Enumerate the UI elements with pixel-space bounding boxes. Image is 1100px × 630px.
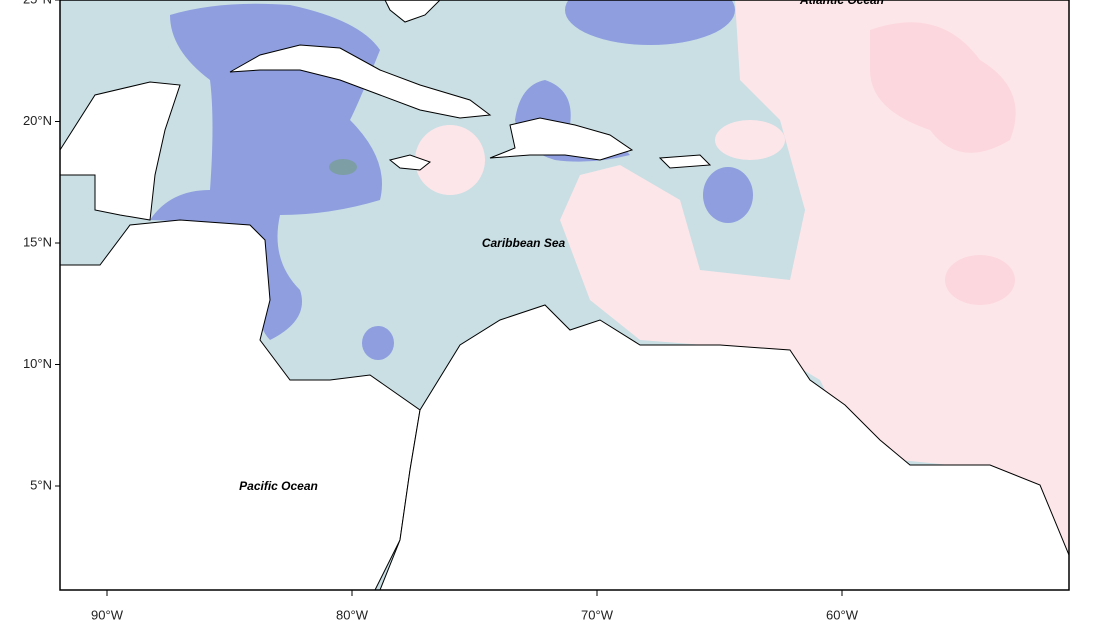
anomaly-negative [565,0,735,45]
map-frame [59,0,1070,591]
land-central-america [60,219,421,590]
land-jamaica [388,154,432,171]
lon-tick-label: 70°W [581,607,614,622]
anomaly-negative [150,3,382,340]
land-hispaniola [489,117,634,161]
anomaly-positive-strong [945,255,1015,305]
land-puerto-rico [658,154,712,169]
anomaly-positive-strong [870,22,1016,153]
lat-tick-label: 5°N [30,477,52,492]
land-florida [384,0,441,23]
anomaly-positive [715,120,785,160]
ocean-label: Pacific Ocean [239,479,318,493]
anomaly-negative [362,326,394,360]
ocean-label: Caribbean Sea [482,236,566,250]
land-yucatan [60,81,181,221]
map-field [60,0,1069,590]
anomaly-patch [329,159,357,175]
lat-tick-label: 20°N [23,113,52,128]
lon-tick-label: 80°W [336,607,369,622]
lon-tick-label: 60°W [826,607,859,622]
ocean-label: Atlantic Ocean [799,0,884,7]
land-south-america [379,304,1069,590]
anomaly-positive [415,125,485,195]
land-cuba [229,44,492,119]
lat-tick-label: 10°N [23,356,52,371]
lon-tick-label: 90°W [91,607,124,622]
anomaly-negative [703,167,753,223]
lat-tick-label: 25°N [23,0,52,6]
lat-tick-label: 15°N [23,234,52,249]
